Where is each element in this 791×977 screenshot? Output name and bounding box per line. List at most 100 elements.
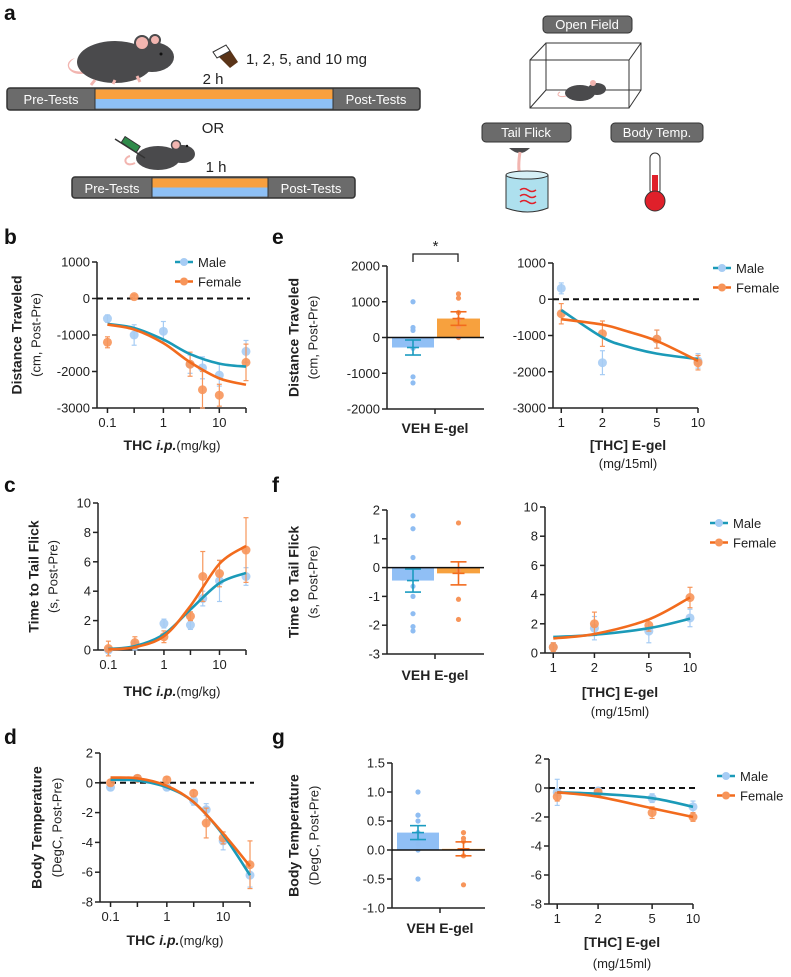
individual-point — [460, 830, 467, 836]
x-axis-title-route: i.p. — [159, 932, 179, 948]
data-point — [548, 642, 558, 652]
fit-curve — [561, 317, 699, 363]
data-point — [198, 572, 208, 581]
individual-point — [415, 812, 421, 818]
x-tick-label: 1 — [558, 415, 565, 430]
legend-label: Male — [740, 769, 768, 784]
legend-marker — [722, 772, 730, 780]
x-axis-title-route: i.p. — [156, 683, 176, 699]
y-tick-label: 4 — [84, 584, 91, 599]
x-axis-title: THC i.p.(mg/kg) — [124, 437, 221, 453]
individual-point — [410, 526, 416, 532]
legend-label: Female — [740, 789, 783, 804]
series-male — [556, 282, 703, 376]
individual-point — [415, 818, 421, 824]
legend-label: Male — [733, 516, 761, 531]
bar — [397, 832, 439, 850]
data-point — [241, 357, 251, 367]
y-tick-label: 1000 — [61, 255, 90, 270]
y-tick-label: -2000 — [513, 364, 546, 379]
x-axis-subtitle: (mg/15ml) — [591, 704, 650, 719]
panel-letter-f: f — [272, 474, 280, 497]
data-point — [201, 818, 211, 828]
y-axis-subtitle: (cm, Post-Pre) — [305, 296, 320, 380]
y-tick-label: -6 — [530, 868, 542, 883]
data-point — [589, 619, 599, 629]
fit-curve — [108, 571, 247, 651]
x-tick-label: 2 — [591, 660, 598, 675]
y-axis-subtitle: (DegC, Post-Pre) — [49, 778, 64, 878]
y-tick-label: 2 — [86, 746, 93, 761]
y-tick-label: 6 — [531, 558, 538, 573]
y-axis-subtitle: (cm, Post-Pre) — [28, 293, 43, 377]
fit-curve — [557, 791, 694, 819]
post-tests-label: Post-Tests — [346, 92, 407, 107]
series-female — [102, 292, 251, 409]
x-tick-label: 10 — [686, 911, 700, 926]
y-tick-label: -8 — [81, 895, 93, 910]
x-axis-title: [THC] E-gel — [590, 437, 666, 453]
y-tick-label: 2000 — [351, 259, 380, 274]
y-tick-label: 1 — [373, 531, 380, 546]
y-tick-label: 0 — [84, 643, 91, 658]
x-tick-label: 0.1 — [101, 909, 119, 924]
x-axis-title-route: i.p. — [156, 437, 176, 453]
individual-point — [415, 876, 421, 882]
legend-label: Female — [736, 281, 779, 296]
y-tick-label: -4 — [81, 835, 93, 850]
y-tick-label: -0.5 — [363, 872, 385, 887]
legend-label: Female — [733, 536, 776, 551]
data-point — [102, 314, 112, 324]
or-label: OR — [202, 120, 225, 137]
x-tick-label: 10 — [212, 657, 226, 672]
y-axis-title: Time to Tail Flick — [26, 520, 42, 633]
series-group-0 — [103, 559, 251, 655]
x-tick-label: 1 — [550, 660, 557, 675]
x-tick-label: 10 — [691, 415, 705, 430]
y-tick-label: 0 — [86, 775, 93, 790]
y-axis-title: Body Temperature — [286, 774, 302, 897]
y-tick-label: -2 — [530, 810, 542, 825]
panel-letter-g: g — [272, 726, 285, 749]
individual-point — [410, 628, 416, 634]
mouse-icon — [565, 85, 595, 101]
timeline-oral: Pre-Tests Post-Tests — [6, 87, 421, 111]
legend-label: Male — [198, 255, 226, 270]
y-tick-label: 4 — [531, 587, 538, 602]
schematic-panel-a: 1, 2, 5, and 10 mg 2 h Pre-Tests Post-Te… — [6, 15, 704, 213]
fit-curve — [107, 322, 247, 368]
individual-point — [410, 327, 416, 333]
data-point — [185, 611, 195, 621]
panel-letter-c: c — [4, 474, 16, 497]
x-axis-title-unit: (mg/kg) — [176, 438, 220, 453]
chart-panel-b-line: -3000 -2000 -1000 0 1000 0.1 1 10 Male Female Dist… — [9, 255, 251, 453]
x-axis-title: THC i.p.(mg/kg) — [124, 683, 221, 699]
body-temp-test: Body Temp. — [610, 122, 704, 212]
legend-marker — [180, 277, 188, 286]
individual-point — [410, 611, 416, 617]
chart-panel-e-line: -3000 -2000 -1000 0 1000 1 2 5 10 Male Female [THC]… — [513, 256, 780, 472]
y-tick-label: -4 — [530, 839, 542, 854]
y-tick-label: -3 — [368, 647, 380, 662]
y-tick-label: 10 — [524, 500, 538, 515]
y-tick-label: 8 — [84, 525, 91, 540]
individual-point — [415, 841, 421, 847]
data-point — [214, 390, 224, 400]
y-tick-label: -6 — [81, 865, 93, 880]
series-female — [556, 303, 703, 371]
legend-label: Male — [736, 261, 764, 276]
y-tick-label: -2000 — [347, 402, 380, 417]
y-axis-subtitle: (DegC, Post-Pre) — [306, 786, 321, 886]
y-tick-label: -3000 — [513, 401, 546, 416]
y-tick-label: 8 — [531, 529, 538, 544]
x-tick-label: 1 — [160, 657, 167, 672]
y-tick-label: -8 — [530, 897, 542, 912]
chart-panel-e-bar: -2000 -1000 0 1000 2000 * Distance Traveled (cm… — [286, 238, 484, 436]
individual-point — [455, 291, 462, 297]
data-point — [685, 613, 695, 623]
x-tick-label: 0.1 — [98, 415, 116, 430]
y-tick-label: 0 — [531, 646, 538, 661]
panel-letter-e: e — [272, 226, 284, 249]
chart-panel-d-line: -8 -6 -4 -2 0 2 0.1 1 10 Body Temperature (DegC, P… — [29, 746, 255, 948]
